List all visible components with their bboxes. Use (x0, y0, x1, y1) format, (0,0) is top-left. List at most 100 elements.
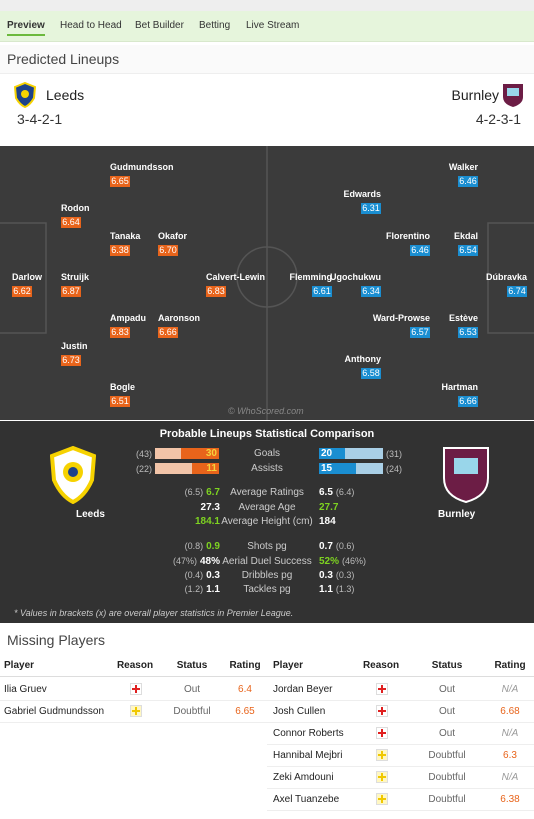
player-rating: 6.66 (158, 327, 178, 338)
player-name: Dúbravka (485, 272, 527, 282)
player-name: Hannibal Mejbri (273, 750, 343, 761)
status: Doubtful (428, 794, 466, 805)
away-stat: 0.7 (0.6) (319, 541, 354, 552)
away-stat: 0.3 (0.3) (319, 570, 354, 581)
player-rating: 6.70 (158, 245, 178, 256)
column-header: Player (273, 660, 304, 671)
table-row (267, 744, 534, 767)
stat-value: 27.7 (319, 502, 339, 513)
table-row (267, 788, 534, 811)
player-name: Zeki Amdouni (273, 772, 334, 783)
home-team: Leeds (46, 87, 85, 103)
player-name: Struijk (61, 272, 90, 282)
stat-bar-bg: 15 (319, 463, 383, 474)
table-row (267, 678, 534, 701)
stat-bar-bg: 20 (319, 448, 383, 459)
stat-label: Average Age (238, 502, 296, 513)
player-rating: 6.61 (312, 286, 332, 297)
stat-value: 0.3 (206, 570, 220, 581)
player-rating: 6.83 (206, 286, 226, 297)
rating: 6.38 (500, 794, 520, 805)
away-stat: 184 (319, 516, 336, 527)
stat-bar (191, 463, 219, 474)
column-header: Rating (494, 660, 526, 671)
reason-icon (376, 683, 388, 695)
column-header: Reason (362, 660, 400, 671)
tab-bar: Preview Head to Head Bet Builder Betting Liv… (0, 11, 534, 42)
player-name: Darlow (12, 272, 43, 282)
player-name: Jordan Beyer (273, 684, 333, 695)
stat-label: Goals (253, 448, 281, 459)
player-name: Florentino (386, 231, 430, 241)
home-formation: 3-4-2-1 (17, 111, 63, 127)
overall-value: (0.4) (184, 570, 204, 580)
overall-value: (1.3) (335, 584, 355, 594)
stat-label: Tackles pg (243, 584, 291, 595)
player-name: Josh Cullen (273, 706, 326, 717)
stat-value: 0.9 (206, 541, 220, 552)
rating: 6.68 (500, 706, 520, 717)
comparison-title: Probable Lineups Statistical Comparison (159, 428, 375, 440)
overall-value: (46%) (342, 556, 367, 566)
reason-icon (376, 705, 388, 717)
table-row (0, 700, 267, 723)
reason-icon (376, 793, 388, 805)
stat-value: 27.3 (200, 502, 220, 513)
table-header-bg (0, 656, 267, 677)
overall-value: (22) (135, 464, 152, 474)
player-rating: 6.54 (458, 245, 478, 256)
tab[interactable]: Head to Head (60, 20, 122, 31)
player-rating: 6.65 (110, 176, 130, 187)
home-stat: (0.4) 0.3 (185, 570, 220, 581)
overall-value: (6.5) (184, 487, 204, 497)
tab[interactable]: Live Stream (246, 20, 300, 31)
table-header-bg (267, 656, 534, 677)
team-logo (50, 446, 96, 504)
tab[interactable]: Preview (7, 20, 45, 36)
column-header: Reason (116, 660, 154, 671)
player-name: Connor Roberts (273, 728, 344, 739)
stat-value: 48% (199, 556, 220, 567)
player-name: Ekdal (453, 231, 478, 241)
stat-value: 30 (205, 448, 217, 459)
reason-icon (376, 727, 388, 739)
stat-label: Average Ratings (230, 487, 304, 498)
stat-value: 0.7 (319, 541, 333, 552)
player-rating: 6.66 (458, 396, 478, 407)
status: Out (183, 684, 201, 695)
player-rating: 6.31 (361, 203, 381, 214)
stat-value: 52% (319, 556, 340, 567)
stat-bar (180, 448, 219, 459)
player-name: Gudmundsson (110, 162, 174, 172)
icon-v (381, 707, 383, 715)
home-team: Leeds (76, 509, 105, 520)
status: Out (438, 706, 456, 717)
away-formation: 4-2-3-1 (475, 111, 521, 127)
player-name: Flemming (289, 272, 332, 282)
player-name: Ilia Gruev (4, 684, 47, 695)
team-logo (503, 84, 523, 107)
reason-icon (376, 749, 388, 761)
player-name: Ampadu (110, 313, 146, 323)
player-name: Axel Tuanzebe (273, 794, 340, 805)
stat-label: Dribbles pg (241, 570, 293, 581)
stat-value: 20 (321, 448, 333, 459)
icon-v (381, 773, 383, 781)
overall-value: (0.6) (335, 541, 355, 551)
tab[interactable]: Betting (199, 20, 231, 31)
home-stat: 27.3 (201, 502, 220, 513)
tab[interactable]: Bet Builder (135, 20, 184, 31)
player-rating: 6.64 (61, 217, 81, 228)
player-rating: 6.51 (110, 396, 130, 407)
away-stat: 27.7 (319, 502, 338, 513)
watermark: © WhoScored.com (228, 406, 304, 416)
rating: 6.4 (238, 684, 252, 695)
rating: 6.65 (235, 706, 255, 717)
player-name: Ward-Prowse (372, 313, 430, 323)
away-team: Burnley (438, 509, 476, 520)
player-rating: 6.34 (361, 286, 381, 297)
reason-icon (130, 683, 142, 695)
icon-v (381, 729, 383, 737)
table-row (267, 700, 534, 723)
overall-value: (31) (386, 449, 403, 459)
